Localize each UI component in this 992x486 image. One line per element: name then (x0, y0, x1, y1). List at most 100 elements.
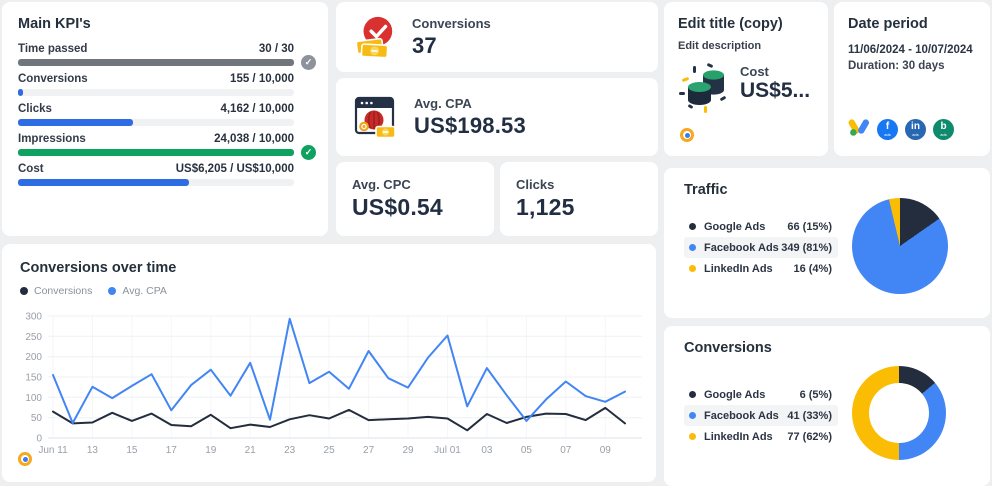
traffic-pie-chart[interactable] (852, 198, 948, 294)
kpi-value: 4,162 / 10,000 (220, 103, 294, 115)
facebook-ads-icon[interactable]: f ads (877, 119, 898, 140)
kpi-value: US$6,205 / US$10,000 (175, 163, 294, 175)
legend-row[interactable]: Facebook Ads 349 (81%) (684, 237, 838, 258)
conversions-panel: Conversions Google Ads 6 (5%) Facebook Ads… (664, 326, 990, 486)
kpi-row-clicks[interactable]: Clicks 4,162 / 10,000 ✓ (18, 96, 312, 126)
series-color-dot (689, 391, 696, 398)
legend-row[interactable]: LinkedIn Ads 16 (4%) (684, 258, 838, 279)
metric-label: Cost (740, 64, 769, 79)
legend-item-avg-cpa[interactable]: Avg. CPA (108, 285, 167, 297)
svg-text:25: 25 (324, 445, 336, 456)
stat-value: 1,125 (516, 194, 575, 220)
goal-target-icon (18, 452, 32, 466)
series-color-dot (20, 287, 28, 295)
svg-text:13: 13 (87, 445, 99, 456)
edit-title[interactable]: Edit title (copy) (678, 16, 783, 32)
kpi-row-cost[interactable]: Cost US$6,205 / US$10,000 ✓ (18, 156, 312, 186)
coins-stack-icon (676, 60, 734, 123)
svg-text:09: 09 (600, 445, 612, 456)
svg-text:Jun 11: Jun 11 (38, 445, 68, 456)
chart-title: Conversions over time (20, 260, 177, 276)
series-color-dot (689, 223, 696, 230)
progress-bar: ✓ (18, 55, 316, 70)
svg-text:250: 250 (25, 332, 42, 343)
progress-bar: ✓ (18, 89, 294, 96)
clicks-stat-card[interactable]: Clicks 1,125 (500, 162, 658, 236)
stat-value: 37 (412, 32, 437, 58)
check-icon: ✓ (301, 145, 316, 160)
kpi-label: Time passed (18, 43, 88, 55)
main-kpis-panel: Main KPI's Time passed 30 / 30 ✓ Convers… (2, 2, 328, 236)
stat-value: US$0.54 (352, 194, 443, 220)
avg-cpc-stat-card[interactable]: Avg. CPC US$0.54 (336, 162, 494, 236)
edit-title-card[interactable]: Edit title (copy) Edit description (664, 2, 828, 156)
avg-cpa-stat-card[interactable]: Avg. CPA US$198.53 (336, 78, 658, 156)
series-name: Conversions (34, 285, 93, 297)
svg-text:15: 15 (126, 445, 138, 456)
series-label: LinkedIn Ads (704, 430, 773, 443)
kpi-label: Cost (18, 163, 44, 175)
series-value: 77 (62%) (787, 430, 832, 443)
svg-text:27: 27 (363, 445, 375, 456)
stat-label: Conversions (412, 15, 491, 31)
date-duration: Duration: 30 days (848, 60, 945, 72)
kpi-value: 155 / 10,000 (230, 73, 294, 85)
svg-text:0: 0 (36, 434, 42, 445)
linkedin-ads-icon[interactable]: in ads (905, 119, 926, 140)
svg-text:29: 29 (402, 445, 414, 456)
series-value: 349 (81%) (781, 241, 832, 254)
kpi-label: Conversions (18, 73, 88, 85)
series-value: 6 (5%) (799, 388, 832, 401)
series-color-dot (689, 433, 696, 440)
google-ads-icon[interactable] (848, 117, 870, 142)
legend-row[interactable]: Google Ads 66 (15%) (684, 216, 838, 237)
check-badge-tickets-icon (352, 15, 398, 59)
traffic-panel: Traffic Google Ads 66 (15%) Facebook Ads 34… (664, 168, 990, 318)
conversions-donut-chart[interactable] (852, 366, 946, 460)
date-period-card[interactable]: Date period 11/06/2024 - 10/07/2024 Dura… (834, 2, 990, 156)
check-icon: ✓ (301, 55, 316, 70)
date-range: 11/06/2024 - 10/07/2024 (848, 44, 973, 56)
traffic-title: Traffic (684, 182, 728, 198)
progress-bar: ✓ (18, 119, 294, 126)
series-color-dot (689, 412, 696, 419)
edit-description[interactable]: Edit description (678, 40, 762, 52)
metric-value: US$5... (740, 79, 811, 102)
series-value: 66 (15%) (787, 220, 832, 233)
browser-money-icon (352, 93, 400, 141)
progress-bar: ✓ (18, 179, 294, 186)
svg-text:03: 03 (481, 445, 493, 456)
kpi-row-impressions[interactable]: Impressions 24,038 / 10,000 ✓ (18, 126, 316, 160)
legend-row[interactable]: Facebook Ads 41 (33%) (684, 405, 838, 426)
series-value: 41 (33%) (787, 409, 832, 422)
svg-text:21: 21 (245, 445, 257, 456)
series-label: LinkedIn Ads (704, 262, 773, 275)
series-color-dot (689, 265, 696, 272)
goal-target-icon (680, 128, 694, 142)
kpi-row-conversions[interactable]: Conversions 155 / 10,000 ✓ (18, 66, 312, 96)
svg-text:07: 07 (560, 445, 572, 456)
legend-row[interactable]: Google Ads 6 (5%) (684, 384, 838, 405)
conversions-title: Conversions (684, 340, 772, 356)
svg-text:17: 17 (166, 445, 178, 456)
stat-label: Clicks (516, 177, 555, 192)
svg-text:05: 05 (521, 445, 533, 456)
stat-value: US$198.53 (414, 112, 526, 138)
main-kpis-title: Main KPI's (18, 16, 91, 32)
kpi-value: 30 / 30 (258, 43, 294, 55)
series-value: 16 (4%) (793, 262, 832, 275)
conversions-stat-card[interactable]: Conversions 37 (336, 2, 658, 72)
series-label: Google Ads (704, 388, 766, 401)
legend-item-conversions[interactable]: Conversions (20, 285, 92, 297)
date-period-title: Date period (848, 16, 928, 32)
svg-text:50: 50 (31, 413, 43, 424)
legend-row[interactable]: LinkedIn Ads 77 (62%) (684, 426, 838, 447)
stat-label: Avg. CPC (352, 177, 411, 192)
kpi-row-time-passed[interactable]: Time passed 30 / 30 ✓ (18, 36, 316, 70)
conversions-legend: Google Ads 6 (5%) Facebook Ads 41 (33%) Link… (684, 384, 838, 447)
series-label: Facebook Ads (704, 409, 779, 422)
chart-legend: Conversions Avg. CPA (20, 285, 656, 297)
microsoft-ads-icon[interactable]: b ads (933, 119, 954, 140)
